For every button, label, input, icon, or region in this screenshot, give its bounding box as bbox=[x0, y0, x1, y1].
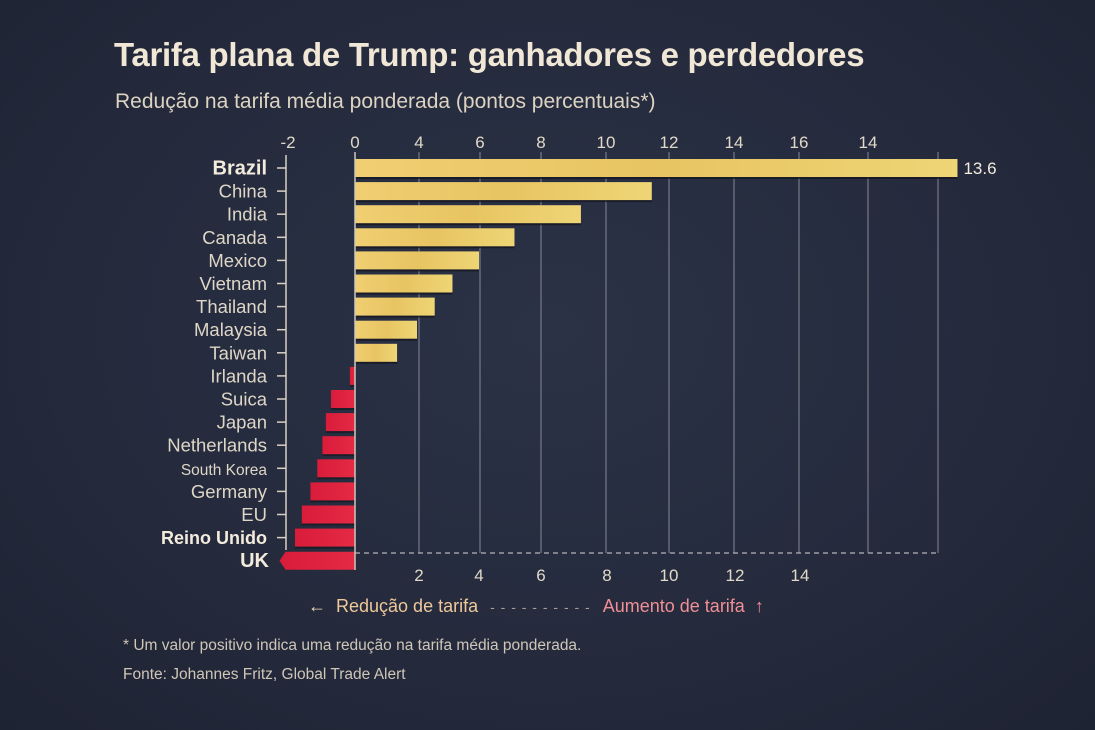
tick-labels: -2 0 4 6 8 10 12 14 16 14 2 4 6 8 10 12 14 bbox=[280, 133, 877, 585]
bar-irlanda bbox=[349, 366, 355, 385]
bottom-tick-label: 4 bbox=[474, 566, 483, 585]
category-label: Japan bbox=[217, 412, 267, 433]
top-tick-label: -2 bbox=[280, 133, 295, 152]
bottom-tick-label: 12 bbox=[726, 566, 745, 585]
bar-netherlands bbox=[322, 436, 355, 455]
bar-taiwan bbox=[355, 343, 398, 362]
category-label: Irlanda bbox=[210, 365, 267, 386]
axes bbox=[277, 152, 938, 570]
category-label: Brazil bbox=[213, 158, 267, 180]
bottom-tick-label: 8 bbox=[602, 566, 611, 585]
category-label: UK bbox=[240, 550, 269, 572]
footnote: * Um valor positivo indica uma redução n… bbox=[123, 637, 582, 654]
top-tick-label: 4 bbox=[414, 133, 423, 152]
legend: ← Redução de tarifa - - - - - - - - - - … bbox=[308, 596, 764, 617]
bar-mexico bbox=[355, 251, 480, 270]
bar-germany bbox=[310, 482, 355, 501]
bar-eu bbox=[301, 505, 355, 524]
bar-malaysia bbox=[355, 320, 418, 339]
category-label: Canada bbox=[202, 227, 268, 248]
top-tick-label: 14 bbox=[725, 133, 744, 152]
category-labels: BrazilChinaIndiaCanadaMexicoVietnamThail… bbox=[161, 158, 997, 573]
bar-suica bbox=[330, 390, 355, 408]
bottom-tick-label: 10 bbox=[660, 566, 679, 585]
chart-subtitle: Redução na tarifa média ponderada (ponto… bbox=[115, 90, 656, 113]
bar-vietnam bbox=[355, 274, 453, 293]
bars bbox=[279, 159, 958, 570]
bottom-tick-label: 14 bbox=[791, 566, 810, 585]
gridlines bbox=[418, 152, 939, 553]
legend-increase-label: Aumento de tarifa bbox=[602, 596, 745, 616]
source-note: Fonte: Johannes Fritz, Global Trade Aler… bbox=[123, 666, 406, 683]
top-tick-label: 8 bbox=[536, 133, 545, 152]
top-tick-label: 6 bbox=[475, 133, 484, 152]
category-label: Suica bbox=[221, 389, 268, 410]
bar-south-korea bbox=[317, 459, 355, 478]
category-label: Mexico bbox=[208, 250, 267, 271]
bar-canada bbox=[355, 228, 515, 247]
bottom-tick-label: 2 bbox=[414, 566, 423, 585]
bar-brazil bbox=[355, 159, 958, 177]
top-tick-label: 12 bbox=[660, 133, 679, 152]
up-arrow-icon: ↑ bbox=[754, 596, 764, 616]
category-label: EU bbox=[241, 504, 267, 525]
legend-reduction-label: Redução de tarifa bbox=[336, 596, 479, 616]
category-label: Thailand bbox=[196, 296, 267, 317]
top-tick-label: 0 bbox=[350, 133, 359, 152]
category-label: Vietnam bbox=[199, 273, 267, 294]
bottom-tick-label: 6 bbox=[536, 566, 545, 585]
top-tick-label: 16 bbox=[790, 133, 809, 152]
category-label: South Korea bbox=[181, 462, 268, 479]
legend-dashes: - - - - - - - - - - bbox=[490, 598, 591, 615]
left-arrow-icon: ← bbox=[308, 596, 326, 616]
bar-uk bbox=[279, 551, 355, 570]
category-label: Malaysia bbox=[194, 319, 268, 340]
category-label: China bbox=[219, 181, 268, 202]
bar-china bbox=[355, 182, 652, 201]
top-tick-label: 10 bbox=[597, 133, 616, 152]
bar-india bbox=[355, 205, 581, 224]
category-label: Netherlands bbox=[167, 435, 267, 456]
category-label: Germany bbox=[191, 481, 268, 502]
bar-thailand bbox=[355, 297, 435, 316]
category-label: Reino Unido bbox=[161, 528, 267, 548]
category-label: India bbox=[227, 204, 268, 225]
top-tick-label: 14 bbox=[859, 133, 878, 152]
bar-reino-unido bbox=[294, 528, 355, 547]
bar-japan bbox=[325, 413, 355, 432]
category-label: Taiwan bbox=[209, 342, 267, 363]
data-label: 13.6 bbox=[963, 159, 996, 178]
chart-title: Tarifa plana de Trump: ganhadores e perd… bbox=[114, 36, 865, 73]
